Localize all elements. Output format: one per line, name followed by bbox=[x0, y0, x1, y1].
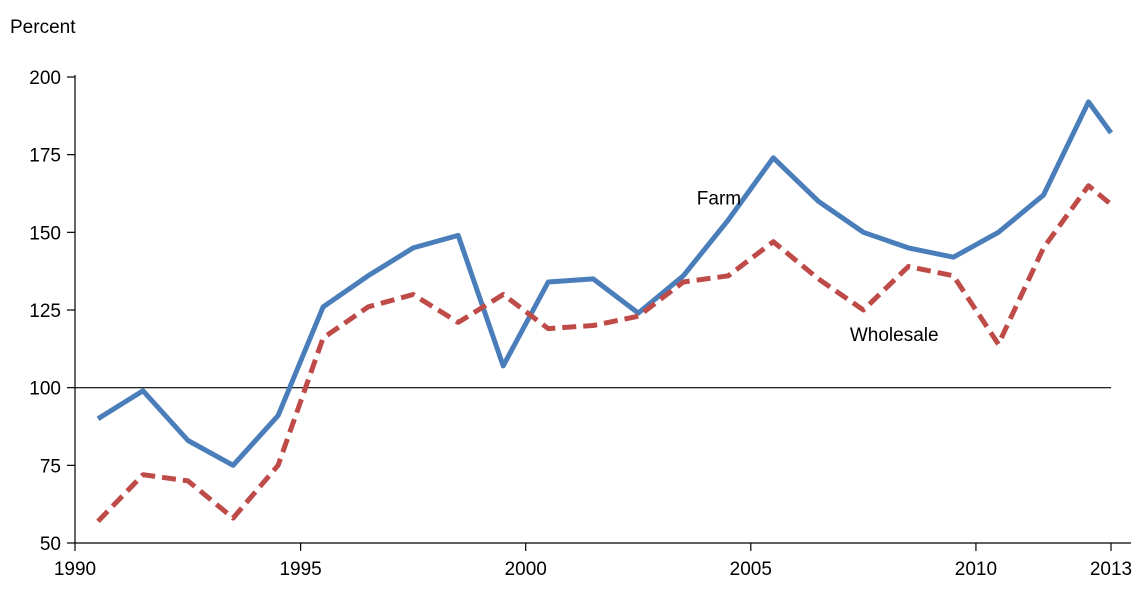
y-tick-label: 100 bbox=[29, 379, 61, 400]
x-axis: 1990 1995 2000 2005 2010 2013 bbox=[54, 542, 1132, 580]
x-tick-label: 2005 bbox=[730, 559, 772, 580]
y-tick-label: 175 bbox=[29, 146, 61, 167]
x-tick-label: 1990 bbox=[54, 559, 96, 580]
series-label-wholesale: Wholesale bbox=[850, 325, 939, 346]
series-line-wholesale bbox=[96, 183, 1113, 524]
y-tick-label: 200 bbox=[29, 68, 61, 89]
y-tick-label: 75 bbox=[40, 456, 61, 477]
y-tick-label: 50 bbox=[40, 534, 61, 555]
series-label-farm: Farm bbox=[697, 188, 741, 209]
y-axis: 50 75 100 125 150 175 200 bbox=[29, 68, 76, 555]
x-tick-label: 2013 bbox=[1090, 559, 1132, 580]
y-tick-label: 125 bbox=[29, 301, 61, 322]
x-tick-label: 2010 bbox=[955, 559, 997, 580]
y-tick-label: 150 bbox=[29, 223, 61, 244]
series-lines bbox=[96, 99, 1114, 524]
x-tick-label: 2000 bbox=[505, 559, 547, 580]
series-line-farm bbox=[96, 99, 1114, 468]
series-labels: Farm Wholesale bbox=[697, 188, 939, 346]
y-axis-title: Percent bbox=[10, 17, 76, 38]
x-tick-label: 1995 bbox=[279, 559, 321, 580]
